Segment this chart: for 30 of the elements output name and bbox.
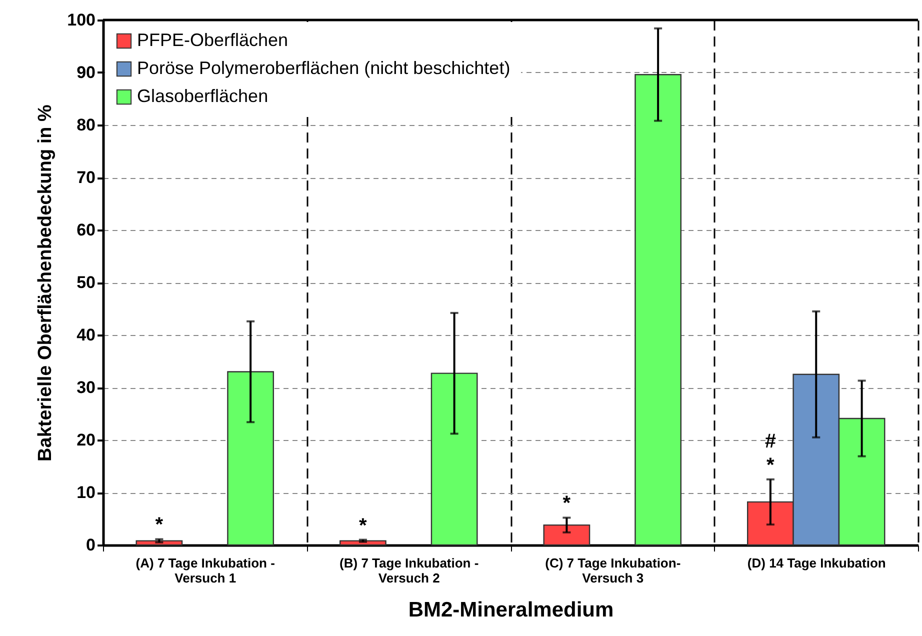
annotation: * — [766, 454, 775, 476]
x-tick-label: (C) 7 Tage Inkubation- Versuch 3 — [545, 556, 681, 586]
legend-label: PFPE-Oberflächen — [137, 30, 288, 50]
legend-label: Glasoberflächen — [137, 86, 268, 106]
bar — [543, 524, 590, 546]
y-tick-label: 10 — [76, 483, 96, 502]
x-tick-label: (A) 7 Tage Inkubation - Versuch 1 — [136, 556, 275, 586]
y-tick-label: 20 — [76, 430, 96, 450]
y-tick-label: 40 — [76, 326, 96, 344]
bar — [634, 74, 682, 546]
annotation: * — [562, 492, 571, 515]
y-tick-label: 70 — [76, 168, 96, 187]
legend-label: Poröse Polymeroberflächen (nicht beschichtet) — [137, 58, 510, 78]
y-tick-label: 50 — [76, 273, 96, 292]
x-tick-label: (D) 14 Tage Inkubation — [747, 556, 886, 570]
bar — [227, 371, 274, 546]
annotation: # — [764, 430, 776, 452]
annotation: * — [359, 514, 368, 537]
x-tick-label: (B) 7 Tage Inkubation - Versuch 2 — [340, 556, 479, 586]
y-tick-label: 60 — [76, 220, 96, 240]
y-tick-label: 0 — [86, 536, 96, 554]
y-axis-title: Bakterielle Oberflächenbedeckung in % — [35, 104, 56, 462]
bar — [430, 372, 478, 546]
annotation: * — [155, 514, 164, 536]
bar — [340, 540, 386, 546]
x-axis-title: BM2-Mineralmedium — [408, 598, 614, 622]
y-tick-label: 100 — [67, 10, 96, 30]
y-tick-label: 90 — [76, 63, 96, 82]
y-tick-label: 30 — [76, 378, 96, 397]
y-tick-label: 80 — [76, 116, 96, 134]
